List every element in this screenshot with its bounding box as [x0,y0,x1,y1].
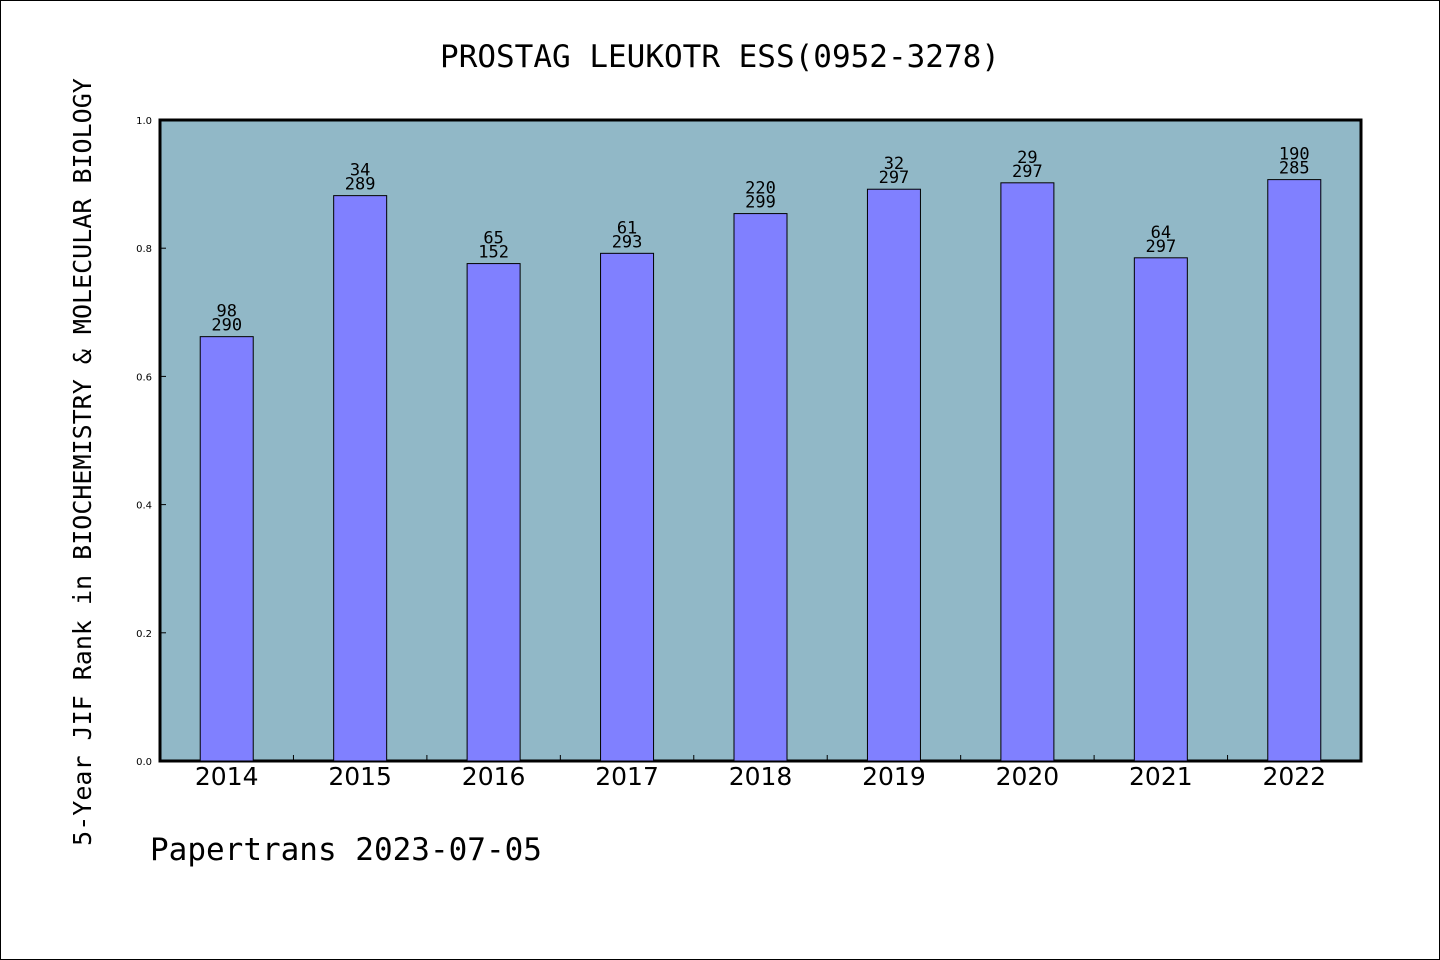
bar-total-label: 293 [612,232,643,252]
bar-total-label: 299 [745,193,776,213]
bar-total-label: 285 [1279,159,1310,179]
x-tick-label: 2018 [729,762,793,791]
y-tick-label: 0.6 [136,372,152,383]
bar-rank-label: 61 [617,218,637,238]
x-tick-label: 2014 [195,762,259,791]
x-tick-label: 2017 [595,762,659,791]
bar [466,263,521,762]
chart-title: PROSTAG LEUKOTR ESS(0952-3278) [440,39,1000,75]
bar [866,188,921,762]
bar [1000,182,1055,762]
x-tick-label: 2022 [1262,762,1326,791]
bar-total-label: 297 [879,168,910,188]
x-tick-label: 2021 [1129,762,1193,791]
bar-rank-label: 34 [350,161,370,181]
bar [600,252,655,762]
bar-total-label: 290 [211,316,242,336]
bar-rank-label: 190 [1279,145,1310,165]
bar-rank-label: 98 [216,302,236,322]
y-tick-label: 0.2 [136,629,152,640]
bar-total-label: 152 [478,243,509,263]
y-tick-label: 0.4 [136,501,152,512]
bar-rank-label: 32 [884,154,904,174]
y-tick-label: 0.8 [136,244,152,255]
y-axis-label: 5-Year JIF Rank in BIOCHEMISTRY & MOLECU… [68,78,97,846]
bar [333,195,388,762]
bar-rank-label: 29 [1017,148,1037,168]
bar-total-label: 289 [345,175,376,195]
bar-rank-label: 65 [483,229,503,249]
bar-rank-label: 64 [1151,223,1171,243]
bar-rank-label: 220 [745,179,776,199]
bar [1267,179,1322,762]
y-tick-label: 1.0 [136,116,152,127]
bar [733,213,788,762]
x-tick-label: 2019 [862,762,926,791]
bar [1133,257,1188,762]
x-tick-label: 2020 [996,762,1060,791]
x-tick-label: 2016 [462,762,526,791]
bar [199,336,254,762]
x-tick-label: 2015 [328,762,392,791]
footer-credit: Papertrans 2023-07-05 [150,832,542,868]
bar-total-label: 297 [1145,237,1176,257]
y-tick-label: 0.0 [136,757,152,768]
bar-total-label: 297 [1012,162,1043,182]
